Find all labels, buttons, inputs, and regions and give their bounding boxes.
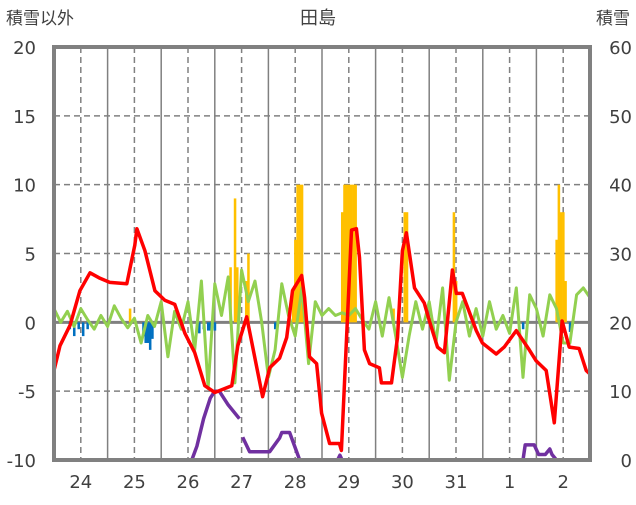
- left-tick-label: 20: [13, 38, 36, 59]
- left-tick-label: -5: [18, 382, 36, 403]
- x-tick-label: 31: [445, 472, 468, 493]
- precip-bar: [298, 184, 302, 323]
- precip-bar: [233, 198, 237, 323]
- wind-line: [52, 268, 592, 390]
- precip-bar: [343, 184, 346, 323]
- x-tick-label: 24: [69, 472, 92, 493]
- negative-bar: [521, 322, 525, 330]
- left-tick-label: 15: [13, 107, 36, 128]
- plot-frame: [52, 45, 592, 462]
- precip-bar: [452, 212, 456, 323]
- right-tick-label: 30: [609, 245, 632, 266]
- right-tick-label: 20: [609, 313, 632, 334]
- right-tick-label: 0: [621, 451, 632, 472]
- negative-bar: [146, 322, 150, 343]
- negative-bar: [151, 322, 154, 339]
- left-tick-label: -10: [7, 451, 36, 472]
- chart-title: 田島: [300, 8, 336, 29]
- negative-bar: [148, 322, 152, 350]
- precip-bar: [564, 281, 567, 323]
- precip-bar: [236, 267, 239, 323]
- x-tick-label: 27: [230, 472, 253, 493]
- x-tick-label: 26: [177, 472, 200, 493]
- precip-bar: [291, 287, 295, 323]
- precip-bar: [562, 212, 565, 323]
- precip-bar: [247, 253, 250, 323]
- negative-bar: [77, 322, 80, 330]
- precip-bar: [454, 281, 458, 323]
- left-tick-label: 10: [13, 176, 36, 197]
- x-tick-label: 1: [504, 472, 515, 493]
- negative-bar: [206, 322, 210, 331]
- right-tick-label: 10: [609, 382, 632, 403]
- negative-bar: [81, 322, 85, 337]
- precip-bar: [405, 212, 409, 323]
- precip-bar: [557, 184, 561, 323]
- x-tick-label: 30: [391, 472, 414, 493]
- precip-bar: [300, 184, 304, 323]
- negative-bar: [213, 322, 217, 331]
- right-axis-label: 積雪: [596, 9, 630, 29]
- negative-bar: [144, 322, 147, 343]
- precip-bar: [352, 184, 355, 323]
- precip-bar: [128, 308, 132, 323]
- grid: [54, 47, 590, 460]
- right-tick-label: 50: [609, 107, 632, 128]
- x-tick-label: 29: [337, 472, 360, 493]
- precip-bar: [403, 212, 407, 323]
- precip-bar: [296, 184, 299, 323]
- negative-bar: [273, 322, 277, 330]
- x-tick-label: 25: [123, 472, 146, 493]
- left-tick-label: 0: [25, 313, 36, 334]
- negative-bar: [198, 322, 201, 334]
- negative-bar: [72, 322, 76, 337]
- left-tick-label: 5: [25, 245, 36, 266]
- right-tick-label: 40: [609, 176, 632, 197]
- precip-bar: [555, 239, 558, 323]
- negative-bar: [568, 322, 572, 332]
- precip-bar: [559, 212, 563, 323]
- precip-bar: [244, 281, 248, 323]
- precip-bar: [354, 184, 357, 323]
- precip-bar: [294, 239, 297, 323]
- negative-bar: [209, 322, 212, 331]
- precip-bar: [345, 184, 348, 323]
- precip-bar: [340, 212, 344, 323]
- left-axis-label: 積雪以外: [6, 9, 74, 29]
- temperature-line: [52, 226, 591, 453]
- negative-bar: [86, 322, 89, 330]
- x-tick-label: 2: [557, 472, 568, 493]
- right-tick-label: 60: [609, 38, 632, 59]
- x-tick-label: 28: [284, 472, 307, 493]
